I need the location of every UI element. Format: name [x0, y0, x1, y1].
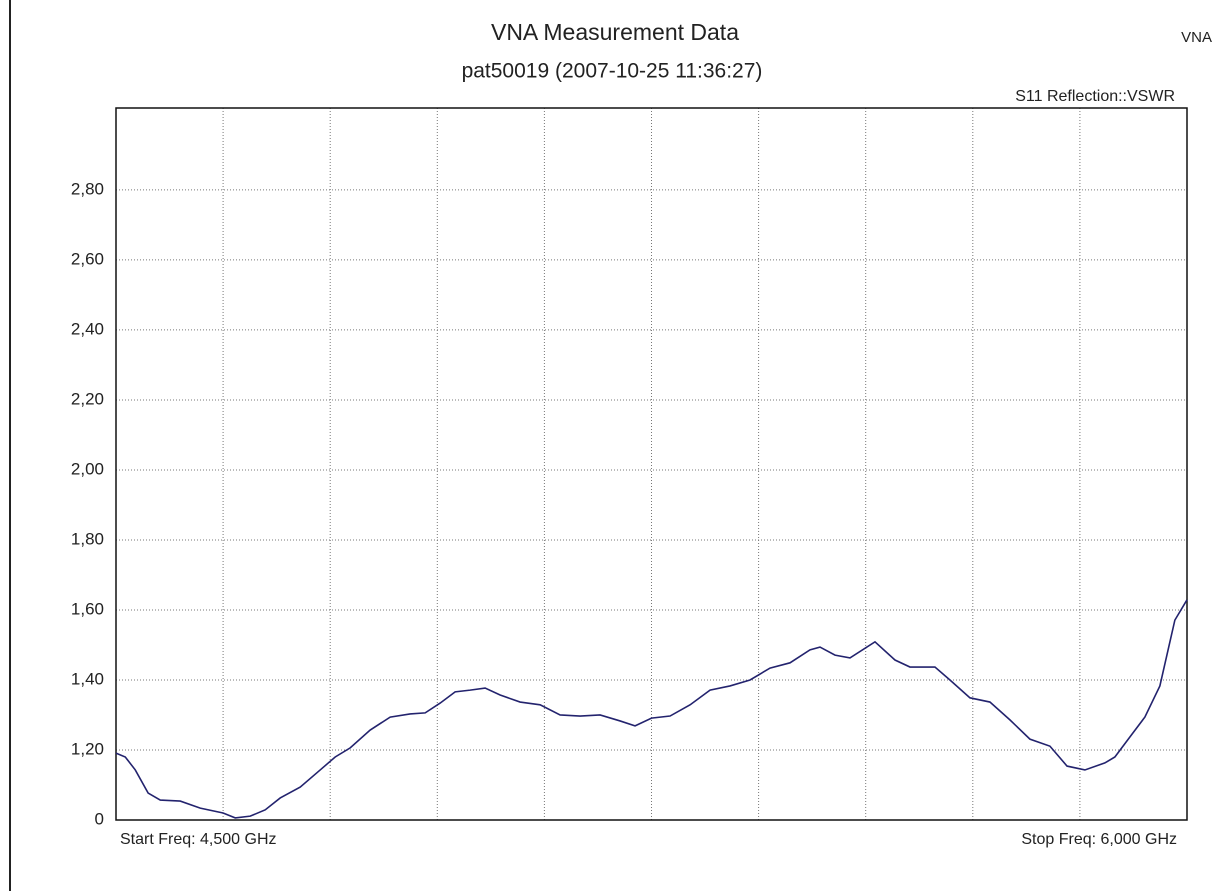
y-tick-label: 1,80 [71, 529, 104, 548]
chart-subtitle: pat50019 (2007-10-25 11:36:27) [462, 60, 763, 83]
plot-frame [115, 107, 1188, 821]
chart-title: VNA Measurement Data [491, 19, 739, 45]
y-tick-label: 2,80 [71, 179, 104, 198]
y-tick-label: 2,00 [71, 459, 104, 478]
y-tick-label: 2,20 [71, 389, 104, 408]
measurement-label: S11 Reflection::VSWR [1015, 88, 1175, 105]
data-line [115, 599, 1188, 819]
y-tick-label: 2,60 [71, 249, 104, 268]
y-tick-label: 2,40 [71, 319, 104, 338]
start-label: Start Freq: 4,500 GHz [120, 831, 277, 848]
y-tick-label: 0 [95, 809, 104, 828]
y-tick-label: 1,60 [71, 599, 104, 618]
corner-label: VNA [1181, 29, 1212, 46]
y-tick-label: 1,20 [71, 739, 104, 758]
y-tick-label: 1,40 [71, 669, 104, 688]
stop-label: Stop Freq: 6,000 GHz [1021, 831, 1177, 848]
